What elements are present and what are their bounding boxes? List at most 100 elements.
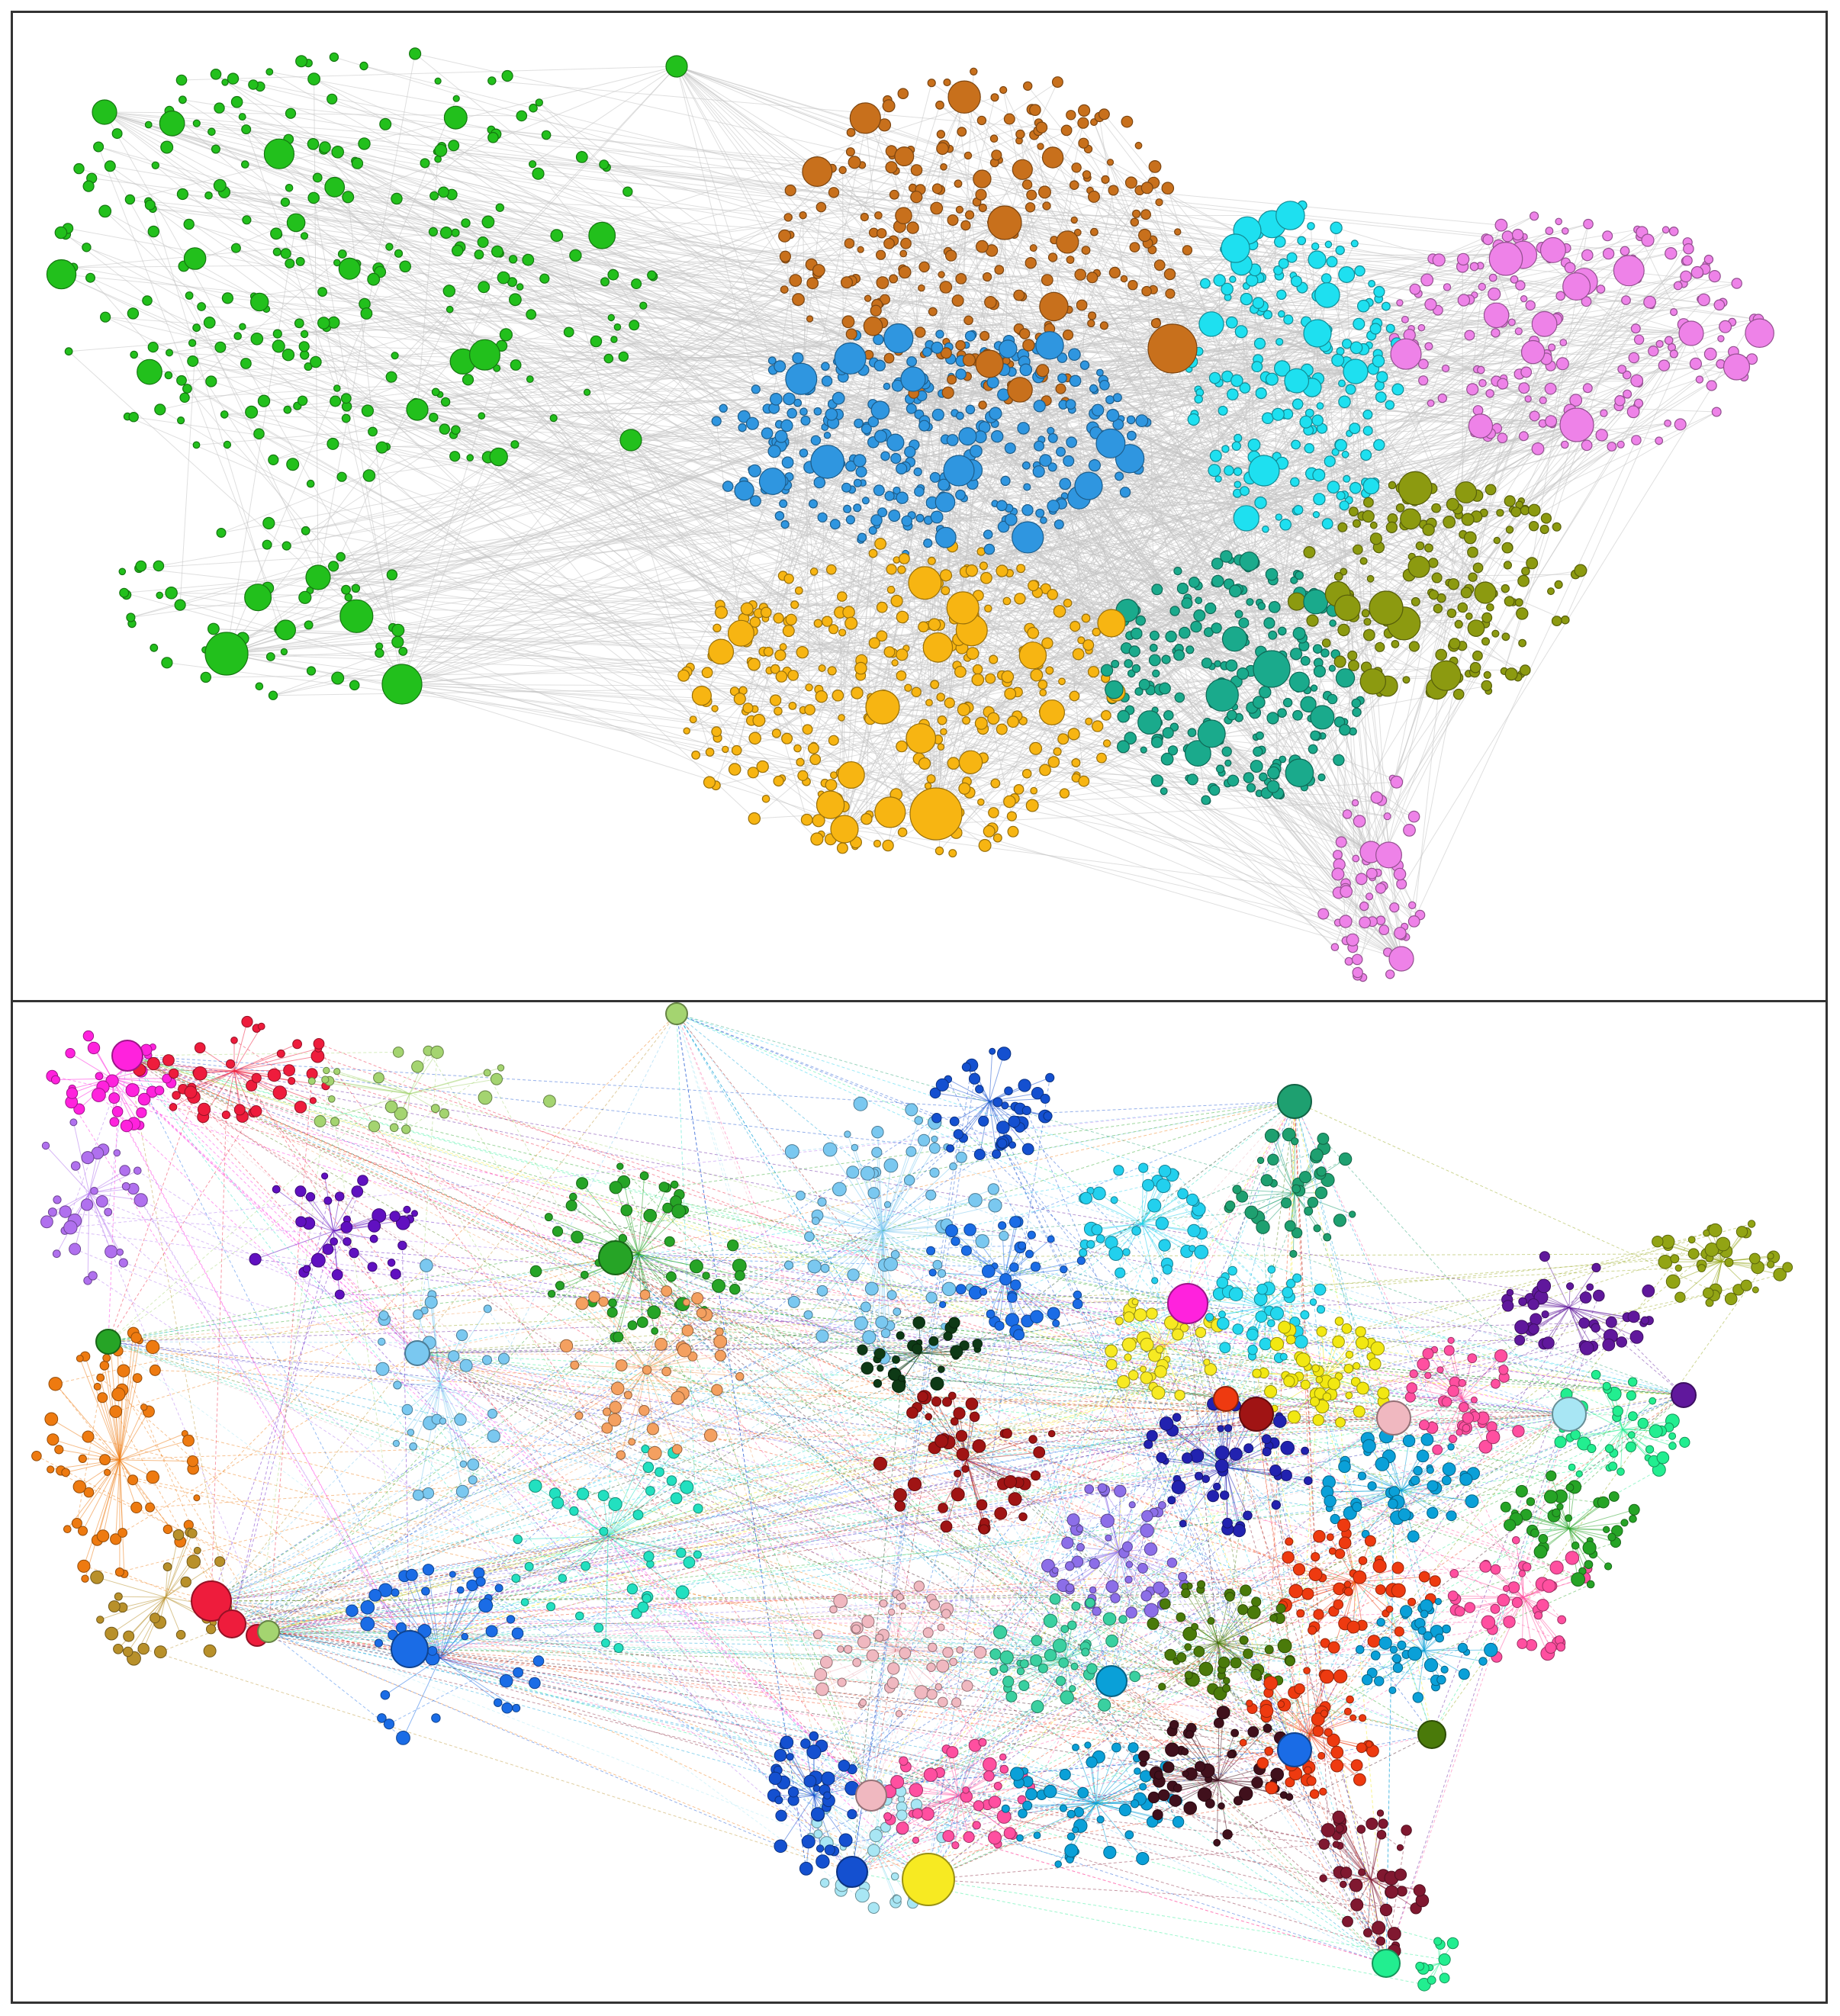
network-node bbox=[820, 1263, 830, 1273]
network-node bbox=[810, 832, 824, 846]
network-node bbox=[603, 1407, 612, 1416]
network-node bbox=[1091, 720, 1104, 732]
network-node bbox=[214, 1556, 226, 1567]
network-node bbox=[1037, 680, 1048, 690]
network-node bbox=[192, 119, 201, 127]
network-node bbox=[1218, 405, 1228, 416]
network-node bbox=[810, 435, 822, 446]
network-node bbox=[860, 423, 872, 435]
network-node bbox=[683, 1556, 696, 1569]
network-node bbox=[1356, 1742, 1367, 1754]
network-node bbox=[455, 1329, 468, 1342]
network-node bbox=[1071, 757, 1081, 767]
network-node bbox=[1259, 1704, 1274, 1718]
network-node bbox=[787, 670, 799, 681]
network-node bbox=[806, 1744, 822, 1760]
network-node bbox=[172, 1091, 181, 1100]
network-node bbox=[1282, 1551, 1295, 1564]
network-node bbox=[1140, 1523, 1154, 1538]
network-node bbox=[452, 95, 460, 102]
network-node bbox=[1063, 455, 1075, 467]
network-node bbox=[1066, 1832, 1076, 1841]
network-node bbox=[1262, 1447, 1272, 1457]
network-node bbox=[1704, 1243, 1719, 1257]
network-node bbox=[934, 1434, 949, 1448]
network-node bbox=[1285, 1793, 1294, 1801]
network-node bbox=[123, 1646, 133, 1657]
network-node bbox=[788, 702, 797, 710]
network-node bbox=[176, 188, 188, 201]
network-node bbox=[1294, 1335, 1308, 1349]
network-node bbox=[1268, 630, 1278, 640]
network-node bbox=[1586, 1283, 1594, 1291]
network-node bbox=[622, 186, 633, 197]
network-node bbox=[175, 1629, 186, 1640]
network-node bbox=[1353, 1570, 1367, 1584]
network-node bbox=[1203, 1358, 1211, 1366]
network-node bbox=[837, 760, 865, 789]
hub-node bbox=[1239, 1397, 1274, 1432]
network-node bbox=[177, 416, 185, 425]
network-node bbox=[420, 158, 430, 169]
network-node bbox=[1047, 1235, 1055, 1243]
network-node bbox=[108, 1600, 121, 1612]
network-node bbox=[812, 264, 825, 277]
network-node bbox=[969, 445, 983, 458]
network-node bbox=[702, 1272, 710, 1280]
network-node bbox=[1255, 1310, 1268, 1323]
network-node bbox=[1719, 320, 1732, 333]
network-node bbox=[412, 1489, 424, 1501]
network-node bbox=[1282, 1127, 1296, 1142]
network-node bbox=[1349, 423, 1361, 435]
network-node bbox=[448, 1350, 460, 1362]
network-node bbox=[1383, 812, 1391, 821]
network-node bbox=[1310, 1397, 1320, 1407]
network-node bbox=[951, 1236, 960, 1246]
network-node bbox=[1767, 1252, 1774, 1260]
network-node bbox=[53, 1195, 62, 1204]
network-node bbox=[1227, 774, 1240, 787]
network-node bbox=[936, 142, 949, 155]
network-node bbox=[997, 1138, 1008, 1149]
network-node bbox=[1222, 1829, 1233, 1840]
network-node bbox=[1233, 467, 1243, 476]
network-node bbox=[1518, 1297, 1527, 1307]
network-node bbox=[972, 1439, 986, 1453]
network-node bbox=[1581, 296, 1592, 307]
network-node bbox=[205, 375, 217, 387]
network-node bbox=[1420, 1433, 1434, 1446]
network-node bbox=[899, 1756, 909, 1766]
network-node bbox=[510, 359, 522, 371]
network-node bbox=[302, 1265, 311, 1273]
network-node bbox=[547, 1290, 556, 1298]
network-node bbox=[1140, 1365, 1147, 1373]
network-node bbox=[784, 185, 796, 197]
network-node bbox=[1052, 1319, 1060, 1327]
network-node bbox=[1640, 1316, 1649, 1325]
network-node bbox=[1349, 1714, 1357, 1722]
network-node bbox=[1144, 1603, 1159, 1618]
network-node bbox=[1089, 227, 1099, 236]
network-node bbox=[351, 157, 364, 169]
network-node bbox=[439, 1108, 450, 1119]
network-node bbox=[971, 673, 985, 686]
network-node bbox=[1173, 649, 1185, 661]
network-node bbox=[294, 1185, 307, 1198]
network-node bbox=[227, 72, 240, 85]
network-node bbox=[1041, 274, 1053, 287]
network-node bbox=[940, 728, 947, 736]
network-node bbox=[1111, 1742, 1121, 1753]
network-node bbox=[440, 397, 451, 407]
network-node bbox=[886, 433, 905, 452]
network-node bbox=[949, 1657, 957, 1667]
network-node bbox=[828, 735, 839, 746]
network-node bbox=[1362, 510, 1375, 523]
network-node bbox=[82, 1430, 95, 1443]
network-node bbox=[973, 1646, 987, 1659]
network-node bbox=[1185, 1730, 1195, 1739]
network-node bbox=[783, 1260, 794, 1270]
network-node bbox=[233, 332, 242, 340]
network-node bbox=[1603, 1526, 1610, 1533]
network-node bbox=[951, 1487, 965, 1502]
network-node bbox=[1362, 426, 1373, 436]
